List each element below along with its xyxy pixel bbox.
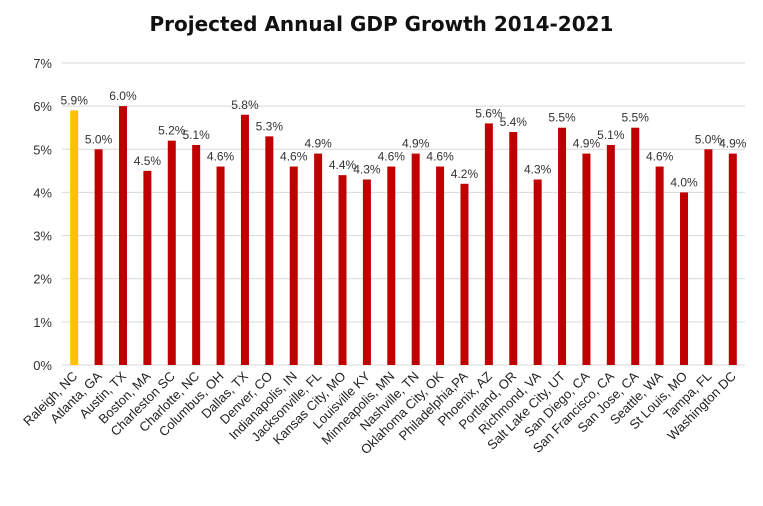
y-tick-label: 3%	[33, 229, 52, 244]
bar	[411, 153, 420, 365]
bar	[655, 166, 664, 365]
data-label: 5.0%	[85, 132, 113, 146]
data-label: 5.3%	[256, 119, 284, 133]
bar	[728, 153, 737, 365]
data-label: 5.8%	[231, 98, 259, 112]
data-label: 4.2%	[451, 167, 479, 181]
data-label: 5.1%	[182, 128, 210, 142]
data-label: 5.6%	[475, 106, 503, 120]
grid-lines	[62, 62, 745, 366]
y-tick-label: 7%	[33, 56, 52, 71]
bar	[558, 127, 567, 365]
bar	[509, 132, 518, 365]
bar	[582, 153, 591, 365]
data-label: 5.2%	[158, 124, 186, 138]
data-label: 5.5%	[548, 111, 576, 125]
data-label: 4.9%	[719, 137, 747, 151]
bar	[289, 166, 298, 365]
data-label: 4.6%	[646, 150, 674, 164]
bar	[606, 144, 615, 365]
y-tick-label: 0%	[33, 358, 52, 373]
y-tick-label: 6%	[33, 99, 52, 114]
bar	[265, 136, 274, 365]
data-label: 4.0%	[670, 175, 698, 189]
data-label: 4.6%	[426, 150, 454, 164]
bar	[387, 166, 396, 365]
data-label: 4.6%	[207, 150, 235, 164]
bar	[167, 140, 176, 365]
bar	[314, 153, 323, 365]
bar	[436, 166, 445, 365]
bar	[192, 144, 201, 365]
bar	[118, 106, 127, 366]
data-label: 4.6%	[378, 150, 406, 164]
bar	[680, 192, 689, 365]
bar	[143, 170, 152, 365]
data-label: 5.5%	[622, 111, 650, 125]
bar	[631, 127, 640, 365]
data-label: 6.0%	[109, 89, 137, 103]
data-label: 5.0%	[695, 132, 723, 146]
bar	[70, 110, 79, 365]
data-label: 5.1%	[597, 128, 625, 142]
bar	[216, 166, 225, 365]
data-label: 4.6%	[280, 150, 308, 164]
data-label: 4.5%	[134, 154, 162, 168]
bar	[533, 179, 542, 365]
data-label: 4.9%	[573, 137, 601, 151]
data-label: 4.3%	[353, 162, 381, 176]
y-tick-label: 1%	[33, 315, 52, 330]
data-label: 4.4%	[329, 158, 357, 172]
y-axis-tick-labels: 0% 1% 2% 3% 4% 5% 6% 7%	[33, 56, 52, 373]
y-tick-label: 2%	[33, 272, 52, 287]
bar	[94, 149, 103, 365]
data-labels: 5.9%5.0%6.0%4.5%5.2%5.1%4.6%5.8%5.3%4.6%…	[61, 89, 747, 189]
data-label: 5.4%	[500, 115, 528, 129]
y-tick-label: 4%	[33, 185, 52, 200]
bar	[704, 149, 713, 365]
bar	[460, 183, 469, 365]
data-label: 4.3%	[524, 162, 552, 176]
bar	[338, 175, 347, 365]
data-label: 5.9%	[61, 93, 89, 107]
bar	[484, 123, 493, 366]
bar	[240, 114, 249, 366]
data-label: 4.9%	[304, 137, 332, 151]
data-label: 4.9%	[402, 137, 430, 151]
bar	[362, 179, 371, 365]
bars	[70, 106, 737, 366]
chart-title: Projected Annual GDP Growth 2014-2021	[149, 12, 614, 36]
y-tick-label: 5%	[33, 142, 52, 157]
